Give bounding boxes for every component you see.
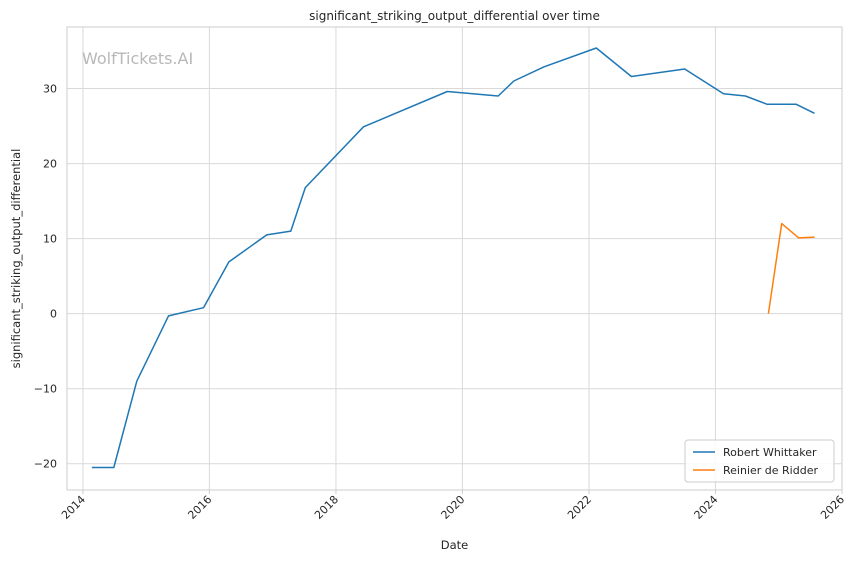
x-tick-label: 2018	[312, 493, 341, 522]
series-line-1	[767, 222, 815, 314]
y-tick-label: 0	[50, 308, 57, 321]
grid	[67, 27, 843, 490]
y-tick-label: 20	[43, 158, 57, 171]
x-tick-label: 2014	[59, 493, 88, 522]
x-tick-label: 2016	[185, 493, 214, 522]
legend-label: Reinier de Ridder	[723, 464, 818, 477]
watermark: WolfTickets.AI	[82, 49, 193, 68]
chart-title: significant_striking_output_differential…	[309, 9, 600, 23]
x-tick-label: 2026	[818, 493, 847, 522]
y-tick-label: −20	[34, 458, 57, 471]
x-tick-label: 2024	[692, 493, 721, 522]
series-layer	[91, 47, 815, 469]
series-line-0	[91, 47, 815, 469]
x-axis: 2014 2016 2018 2020 2022 2024 2026	[59, 490, 847, 522]
x-axis-title: Date	[441, 538, 469, 552]
y-axis: −20 −10 0 10 20 30	[34, 83, 57, 471]
y-tick-label: −10	[34, 383, 57, 396]
y-tick-label: 10	[43, 233, 57, 246]
legend-box	[684, 439, 835, 483]
y-axis-title: significant_striking_output_differential	[9, 149, 23, 369]
legend: Robert Whittaker Reinier de Ridder	[684, 439, 835, 483]
x-tick-label: 2020	[439, 493, 468, 522]
legend-label: Robert Whittaker	[723, 446, 817, 459]
plot-frame	[66, 26, 843, 491]
x-tick-label: 2022	[565, 493, 594, 522]
y-tick-label: 30	[43, 83, 57, 96]
